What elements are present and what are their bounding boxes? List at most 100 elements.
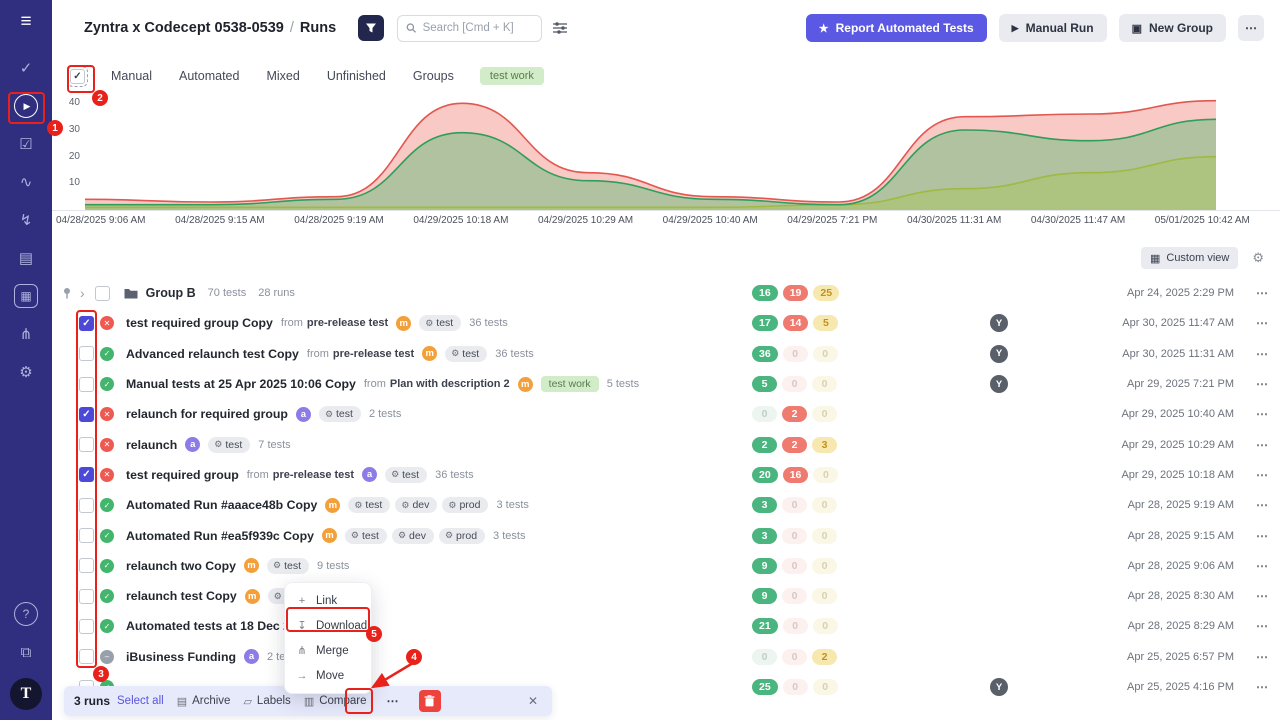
sidebar-item-projects[interactable]: ⧉ bbox=[20, 643, 32, 661]
sidebar-item-inbox[interactable]: ▤ bbox=[18, 250, 34, 267]
group-checkbox[interactable] bbox=[94, 285, 110, 301]
table-row[interactable]: test required group Copy frompre-release… bbox=[52, 308, 1280, 338]
tab-groups[interactable]: Groups bbox=[412, 69, 454, 83]
search-box[interactable] bbox=[397, 14, 543, 42]
run-date: Apr 28, 2025 8:30 AM bbox=[1127, 590, 1234, 603]
row-checkbox[interactable] bbox=[79, 467, 94, 483]
custom-view-button[interactable]: ▦ Custom view bbox=[1140, 247, 1239, 269]
sidebar-item-analytics[interactable]: ∿ bbox=[19, 174, 33, 191]
row-more-button[interactable]: ⋯ bbox=[1256, 680, 1268, 694]
select-all-link[interactable]: Select all bbox=[117, 695, 164, 707]
row-more-button[interactable]: ⋯ bbox=[1256, 558, 1268, 573]
row-checkbox[interactable] bbox=[79, 558, 94, 574]
labels-button[interactable]: ▱ Labels bbox=[243, 695, 290, 708]
tab-automated[interactable]: Automated bbox=[179, 69, 240, 83]
tab-manual[interactable]: Manual bbox=[111, 69, 152, 83]
run-name[interactable]: test required group Copy bbox=[126, 316, 273, 331]
run-name[interactable]: Automated Run #aaace48b Copy bbox=[126, 498, 318, 513]
table-row[interactable]: relaunch two Copy m ⚙test 9 tests 900 Ap… bbox=[52, 551, 1280, 581]
select-all-checkbox[interactable] bbox=[67, 65, 88, 87]
sidebar-item-runs[interactable]: ▶ bbox=[14, 94, 38, 118]
row-more-button[interactable]: ⋯ bbox=[1256, 498, 1268, 513]
run-name[interactable]: Automated Run #ea5f939c Copy bbox=[126, 528, 314, 543]
filter-button[interactable] bbox=[358, 15, 385, 41]
tab-mixed[interactable]: Mixed bbox=[266, 69, 300, 83]
selection-more-button[interactable]: ⋯ bbox=[386, 694, 399, 708]
sidebar-item-test-plans[interactable]: ☑ bbox=[19, 136, 33, 153]
row-more-button[interactable]: ⋯ bbox=[1256, 316, 1268, 331]
row-checkbox[interactable] bbox=[79, 346, 94, 362]
close-icon[interactable]: ✕ bbox=[527, 694, 538, 708]
expand-caret-icon[interactable]: › bbox=[80, 285, 85, 302]
row-checkbox[interactable] bbox=[79, 588, 94, 604]
search-input[interactable] bbox=[422, 22, 534, 34]
table-row[interactable]: relaunch test Copy m ⚙test 9 tests 900 A… bbox=[52, 581, 1280, 611]
sidebar-item-pulse[interactable]: ↯ bbox=[19, 212, 33, 229]
row-checkbox[interactable] bbox=[79, 649, 94, 665]
sidebar-item-menu[interactable]: ≡ bbox=[20, 11, 32, 32]
run-name[interactable]: relaunch two Copy bbox=[126, 558, 236, 573]
run-name[interactable]: relaunch for required group bbox=[126, 407, 288, 422]
row-checkbox[interactable] bbox=[79, 376, 94, 392]
table-row[interactable]: Automated Run #aaace48b Copy m ⚙test⚙dev… bbox=[52, 490, 1280, 520]
table-row[interactable]: iBusiness Funding a 2 tests 002 Apr 25, … bbox=[52, 642, 1280, 672]
row-more-button[interactable]: ⋯ bbox=[1256, 437, 1268, 452]
row-more-button[interactable]: ⋯ bbox=[1256, 346, 1268, 361]
row-checkbox[interactable] bbox=[79, 437, 94, 453]
new-group-button[interactable]: ▣ New Group bbox=[1118, 14, 1226, 42]
sidebar-item-help[interactable]: ? bbox=[14, 602, 38, 626]
row-more-button[interactable]: ⋯ bbox=[1256, 407, 1268, 422]
selection-bar: 3 runs Select all ▤ Archive ▱ Labels ▥ Compar… bbox=[64, 686, 552, 716]
tab-unfinished[interactable]: Unfinished bbox=[326, 69, 386, 83]
menu-item-link[interactable]: + Link bbox=[285, 588, 371, 613]
run-name[interactable]: Advanced relaunch test Copy bbox=[126, 346, 299, 361]
row-checkbox[interactable] bbox=[79, 618, 94, 634]
run-name[interactable]: test required group bbox=[126, 467, 239, 482]
delete-button[interactable] bbox=[418, 690, 441, 712]
sidebar-item-integrations[interactable]: ⋔ bbox=[19, 326, 33, 343]
table-row[interactable]: Advanced relaunch test Copy frompre-rele… bbox=[52, 339, 1280, 369]
row-more-button[interactable]: ⋯ bbox=[1256, 619, 1268, 634]
row-checkbox[interactable] bbox=[79, 497, 94, 513]
row-checkbox[interactable] bbox=[79, 315, 94, 331]
breadcrumb-project[interactable]: Zyntra x Codecept 0538-0539 bbox=[84, 20, 284, 36]
app-logo[interactable]: T bbox=[10, 678, 42, 710]
row-more-button[interactable]: ⋯ bbox=[1256, 589, 1268, 604]
table-settings-icon[interactable]: ⚙ bbox=[1252, 250, 1264, 265]
row-more-button[interactable]: ⋯ bbox=[1256, 649, 1268, 664]
sidebar-item-tests[interactable]: ✓ bbox=[19, 60, 33, 77]
compare-button[interactable]: ▥ Compare bbox=[304, 695, 367, 708]
table-row[interactable]: relaunch for required group a ⚙test 2 te… bbox=[52, 399, 1280, 429]
group-name[interactable]: Group B bbox=[145, 286, 196, 301]
group-more-button[interactable]: ⋯ bbox=[1256, 286, 1268, 301]
run-status-icon bbox=[100, 377, 114, 392]
run-name[interactable]: relaunch test Copy bbox=[126, 589, 237, 604]
run-name[interactable]: iBusiness Funding bbox=[126, 649, 236, 664]
report-automated-tests-button[interactable]: ★ Report Automated Tests bbox=[805, 14, 987, 42]
row-checkbox[interactable] bbox=[79, 528, 94, 544]
menu-item-merge[interactable]: ⋔ Merge bbox=[285, 638, 371, 663]
run-name[interactable]: Manual tests at 25 Apr 2025 10:06 Copy bbox=[126, 377, 356, 392]
menu-item-download[interactable]: ↧ Download bbox=[285, 613, 371, 638]
run-name[interactable]: Automated tests at 18 Dec 2024 12 bbox=[126, 619, 328, 634]
table-row[interactable]: Automated Run #ea5f939c Copy m ⚙test⚙dev… bbox=[52, 520, 1280, 550]
manual-run-button[interactable]: ▶ Manual Run bbox=[998, 14, 1107, 42]
row-more-button[interactable]: ⋯ bbox=[1256, 467, 1268, 482]
sidebar-item-reports[interactable]: ▦ bbox=[14, 284, 38, 308]
group-row[interactable]: › Group B 70 tests 28 runs 16 19 25 Apr 24… bbox=[52, 278, 1280, 308]
sidebar-item-settings[interactable]: ⚙ bbox=[19, 364, 33, 381]
row-checkbox[interactable] bbox=[79, 406, 94, 422]
filter-chip-test-work[interactable]: test work bbox=[479, 67, 544, 85]
table-row[interactable]: relaunch a ⚙test 7 tests 223 Apr 29, 202… bbox=[52, 429, 1280, 459]
run-name[interactable]: relaunch bbox=[126, 437, 178, 452]
menu-item-move[interactable]: → Move bbox=[285, 663, 371, 688]
filter-settings-icon[interactable] bbox=[553, 22, 568, 34]
header-more-button[interactable]: ⋯ bbox=[1238, 15, 1264, 41]
row-more-button[interactable]: ⋯ bbox=[1256, 528, 1268, 543]
row-more-button[interactable]: ⋯ bbox=[1256, 377, 1268, 392]
table-row[interactable]: Manual tests at 25 Apr 2025 10:06 Copy f… bbox=[52, 369, 1280, 399]
archive-button[interactable]: ▤ Archive bbox=[177, 695, 231, 708]
